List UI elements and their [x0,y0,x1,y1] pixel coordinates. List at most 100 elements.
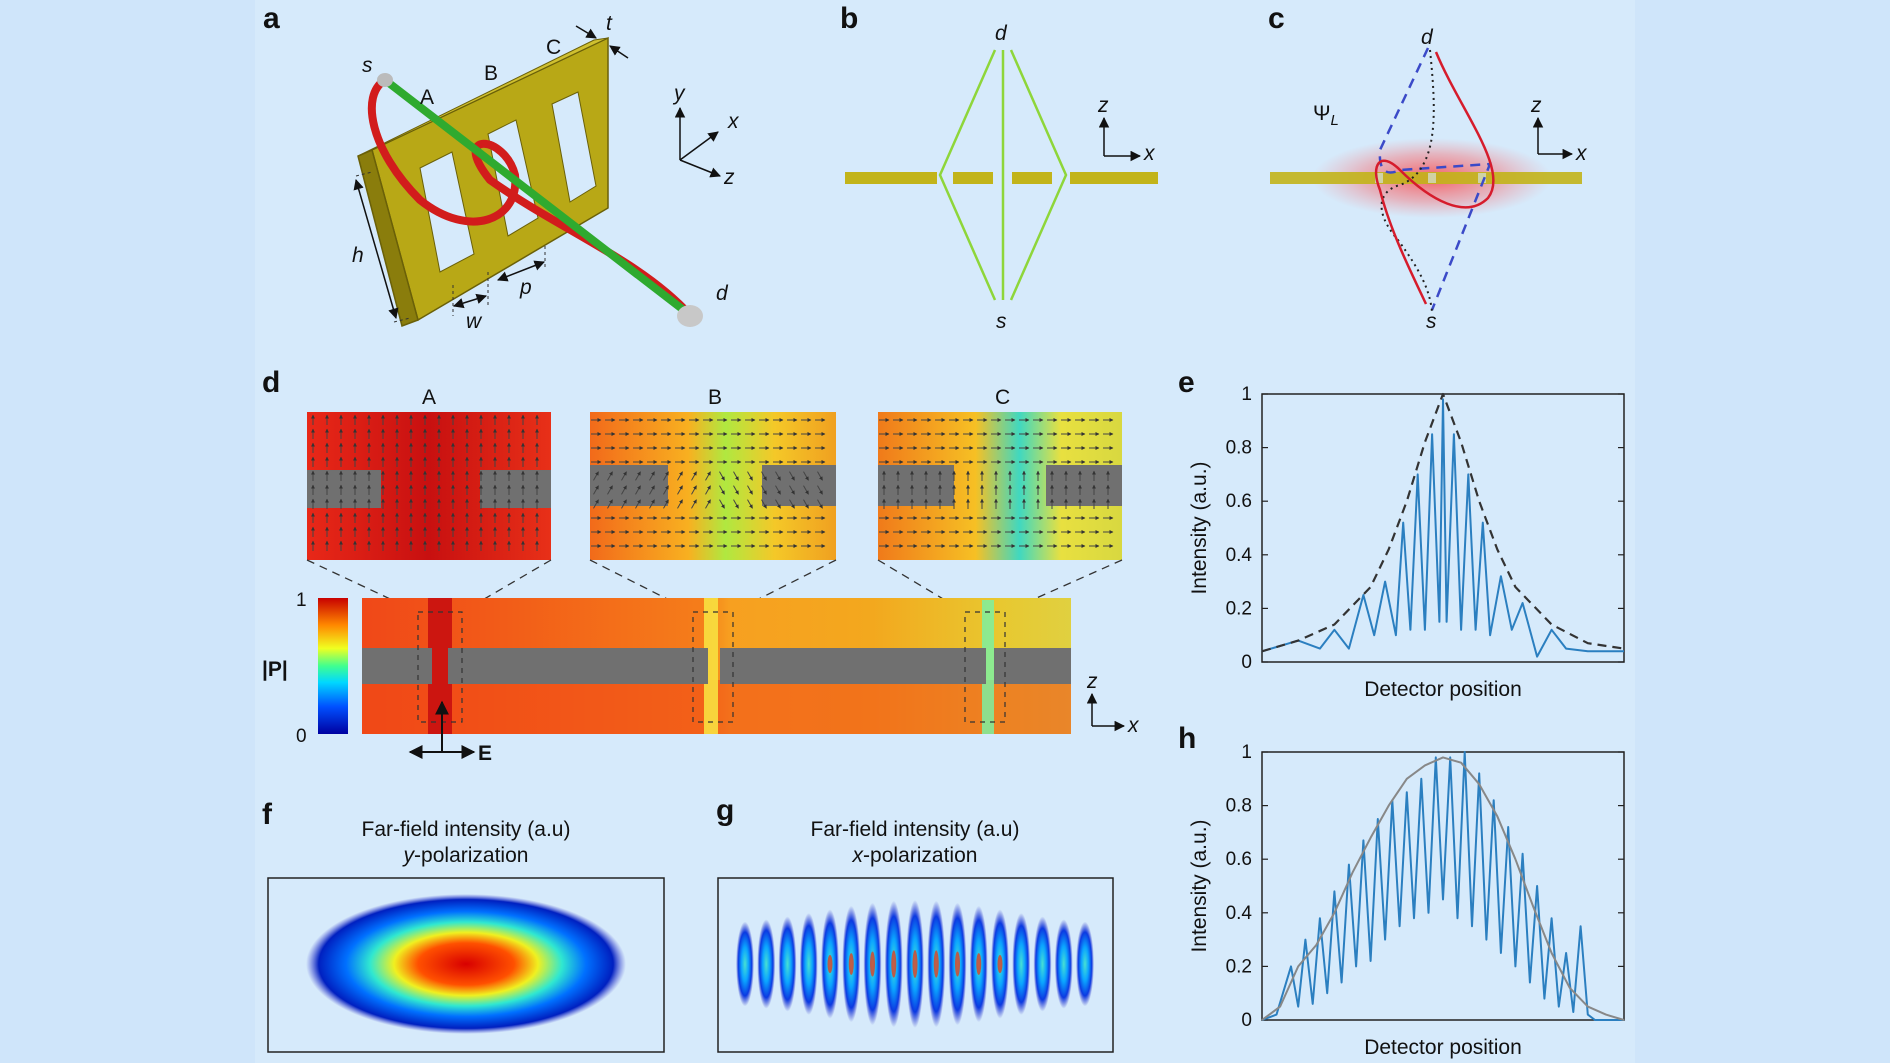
panel-f: f Far-field intensity (a.u) y-polarizati… [262,798,665,1053]
fringe [1054,919,1073,1009]
field-vector [775,471,781,481]
grating-bar [1070,172,1158,184]
label-h: h [352,244,364,267]
panel-label-a: a [263,2,280,35]
fringe-core [933,950,939,978]
field-vector [593,485,599,495]
label-slit-C: C [546,36,561,59]
inset-label-A: A [422,386,436,409]
field-vector [789,499,795,509]
field-vector [761,485,767,495]
field-vector [635,499,641,509]
grating-bar [1270,172,1582,184]
y-tick-label: 0.6 [1226,849,1252,870]
plot-frame [1261,751,1625,1021]
colorbar: 1 0 |P| [262,590,348,747]
fringe [1012,913,1031,1015]
series-line [1261,398,1624,658]
label-s: s [362,54,373,77]
panel-h: h 0 0.2 0.4 0.6 0.8 1 Detector position Intensi… [1178,722,1625,1059]
field-vector [719,499,725,509]
path-green [381,76,694,319]
y-tick-label: 0 [1241,652,1252,673]
field-vector [649,485,655,495]
axis-x-label: x [1143,142,1156,165]
fringe-core [955,951,960,977]
far-field-pattern-y [306,894,626,1034]
field-vector [817,485,823,495]
field-vector [635,471,641,481]
y-tick-label: 0.2 [1226,598,1252,619]
field-vector [607,485,613,495]
panel-f-title: Far-field intensity (a.u) [362,818,571,841]
field-vector [775,485,781,495]
axis-z-label: z [723,166,735,189]
field-vector [691,499,697,509]
label-psi: ΨL [1313,102,1339,129]
inset-label-B: B [708,386,722,409]
field-vector [593,499,599,509]
field-vector [607,471,613,481]
colorbar-label: |P| [262,658,288,681]
chart-h: 0 0.2 0.4 0.6 0.8 1 Detector position Intensity… [1188,742,1625,1059]
field-vector [817,499,823,509]
field-vector [663,485,669,495]
axes-xyz-a: y x z [672,82,740,189]
y-axis-label: Intensity (a.u.) [1188,461,1211,594]
field-vector [705,485,711,495]
field-vector [747,485,753,495]
inset-A [307,412,551,560]
panel-d: d A B C [262,366,1140,765]
field-vector [649,471,655,481]
field-vector [747,499,753,509]
grating-bar [1012,172,1052,184]
field-vector [747,471,753,481]
field-vector [621,499,627,509]
field-vector [621,471,627,481]
fringe-core [912,950,918,978]
panel-label-h: h [1178,722,1196,755]
path-dotted [1380,49,1435,313]
field-vector [677,485,683,495]
field-vector [789,485,795,495]
field-vector [649,499,655,509]
label-d: d [1421,26,1434,49]
field-map [362,598,1071,734]
y-tick-label: 0.8 [1226,796,1252,817]
grating-bar [845,172,937,184]
y-tick-label: 1 [1241,742,1252,763]
panel-b: b d s z x [840,2,1158,333]
x-axis-label: Detector position [1364,1036,1522,1059]
field-vector [719,471,725,481]
panel-label-e: e [1178,366,1195,399]
fringe-core [827,955,833,973]
fringe [799,913,818,1015]
field-vector [663,499,669,509]
inset-label-C: C [995,386,1010,409]
y-tick-label: 0.2 [1226,956,1252,977]
field-vector [705,471,711,481]
fringe [736,921,754,1007]
fringe [1033,916,1052,1012]
field-vector [775,499,781,509]
axes-zx-b: z x [1097,94,1156,165]
x-axis-label: Detector position [1364,678,1522,701]
axis-x-label: x [1127,714,1140,737]
axis-x-label: x [1575,142,1588,165]
chart-e: 0 0.2 0.4 0.6 0.8 1 Detector position Intensity… [1188,384,1625,701]
panel-c: c d s ΨL z x [1268,2,1588,333]
axes-zx-d: z x [1086,670,1140,737]
path-red [1374,51,1495,305]
series-line [1261,756,1625,1021]
axis-x-label: x [727,110,740,133]
label-p: p [519,276,532,299]
field-vector [761,499,767,509]
label-w: w [466,310,483,333]
label-t: t [606,12,613,35]
field-vector [761,471,767,481]
panel-a: a s d A B C t h w p [263,2,740,333]
field-vector [719,485,725,495]
label-d: d [995,22,1008,45]
panel-label-b: b [840,2,858,35]
series-line [1261,751,1624,1021]
